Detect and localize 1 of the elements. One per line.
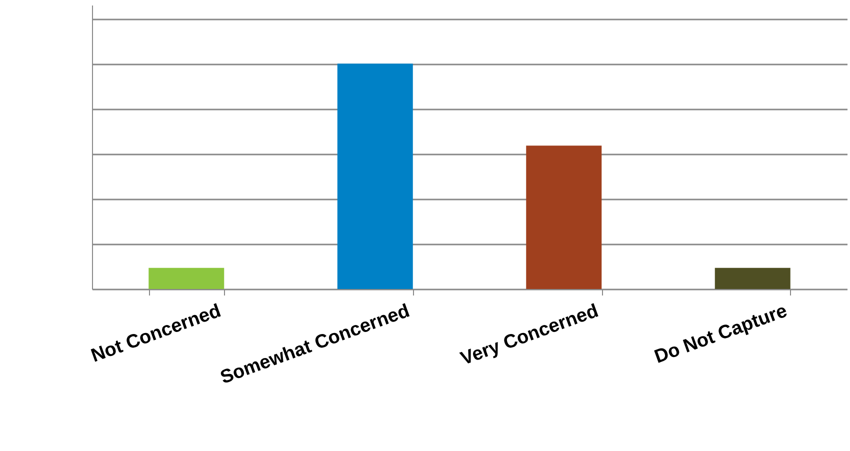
x-tick-label: Do Not Capture <box>652 300 790 368</box>
